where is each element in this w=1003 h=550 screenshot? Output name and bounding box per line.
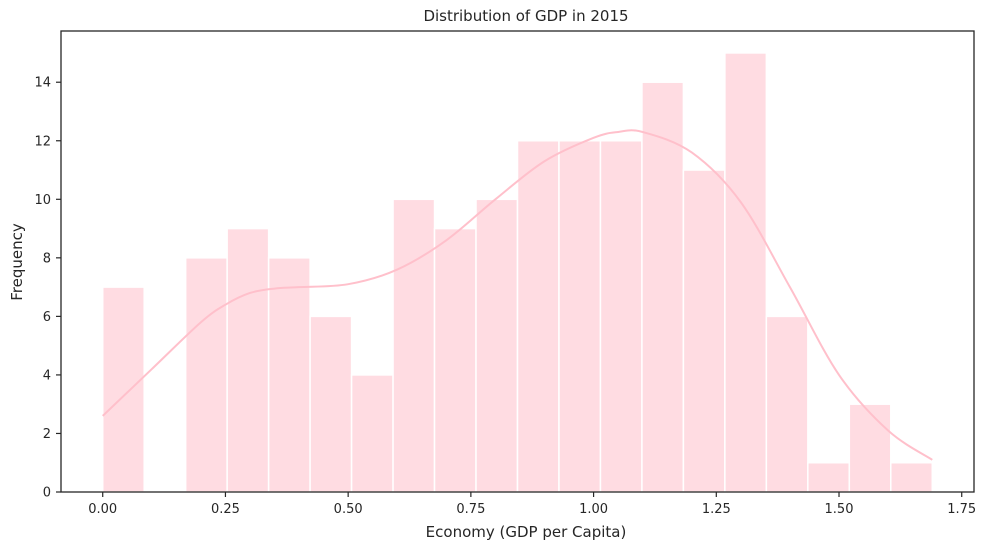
x-axis-label: Economy (GDP per Capita): [426, 523, 627, 541]
histogram-bar: [475, 198, 519, 493]
histogram-bar: [682, 169, 726, 493]
x-tick-label: 0.00: [88, 502, 117, 517]
histogram-bar: [558, 140, 602, 493]
x-tick-label: 0.75: [456, 502, 485, 517]
histogram-bars: [101, 52, 934, 493]
histogram-bar: [184, 257, 228, 493]
histogram-bar: [807, 461, 851, 493]
histogram-bar: [516, 140, 560, 493]
x-tick-label: 1.50: [825, 502, 854, 517]
x-tick-label: 1.25: [702, 502, 731, 517]
y-axis-ticks: 0 2 4 6 8 10 12 14: [34, 76, 61, 501]
y-tick-label: 4: [43, 368, 51, 383]
x-tick-label: 0.50: [334, 502, 363, 517]
histogram-bar: [226, 227, 270, 493]
kde-curve: [102, 129, 933, 461]
histogram-bar: [101, 286, 145, 493]
histogram-bar: [350, 374, 394, 493]
x-tick-label: 1.75: [947, 502, 976, 517]
histogram-bar: [890, 461, 934, 493]
histogram-bar: [724, 52, 768, 493]
y-tick-label: 0: [43, 486, 51, 501]
histogram-bar: [267, 257, 311, 493]
histogram-bar: [848, 403, 892, 493]
y-tick-label: 14: [34, 76, 51, 91]
x-tick-label: 0.25: [211, 502, 240, 517]
histogram-bar: [765, 315, 809, 493]
y-tick-label: 2: [43, 427, 51, 442]
histogram-bar: [641, 81, 685, 493]
y-tick-label: 10: [34, 193, 51, 208]
plot-frame: [60, 30, 975, 493]
y-tick-label: 8: [43, 251, 51, 266]
histogram-bar: [309, 315, 353, 493]
x-axis-ticks: 0.00 0.25 0.50 0.75 1.00 1.25 1.50 1.75: [88, 492, 976, 517]
y-tick-label: 12: [34, 134, 51, 149]
histogram-bar: [433, 227, 477, 493]
y-tick-label: 6: [43, 310, 51, 325]
histogram-bar: [599, 140, 643, 493]
histogram-bar: [392, 198, 436, 493]
x-tick-label: 1.00: [579, 502, 608, 517]
y-axis-label: Frequency: [8, 223, 26, 301]
chart-title: Distribution of GDP in 2015: [423, 7, 628, 25]
